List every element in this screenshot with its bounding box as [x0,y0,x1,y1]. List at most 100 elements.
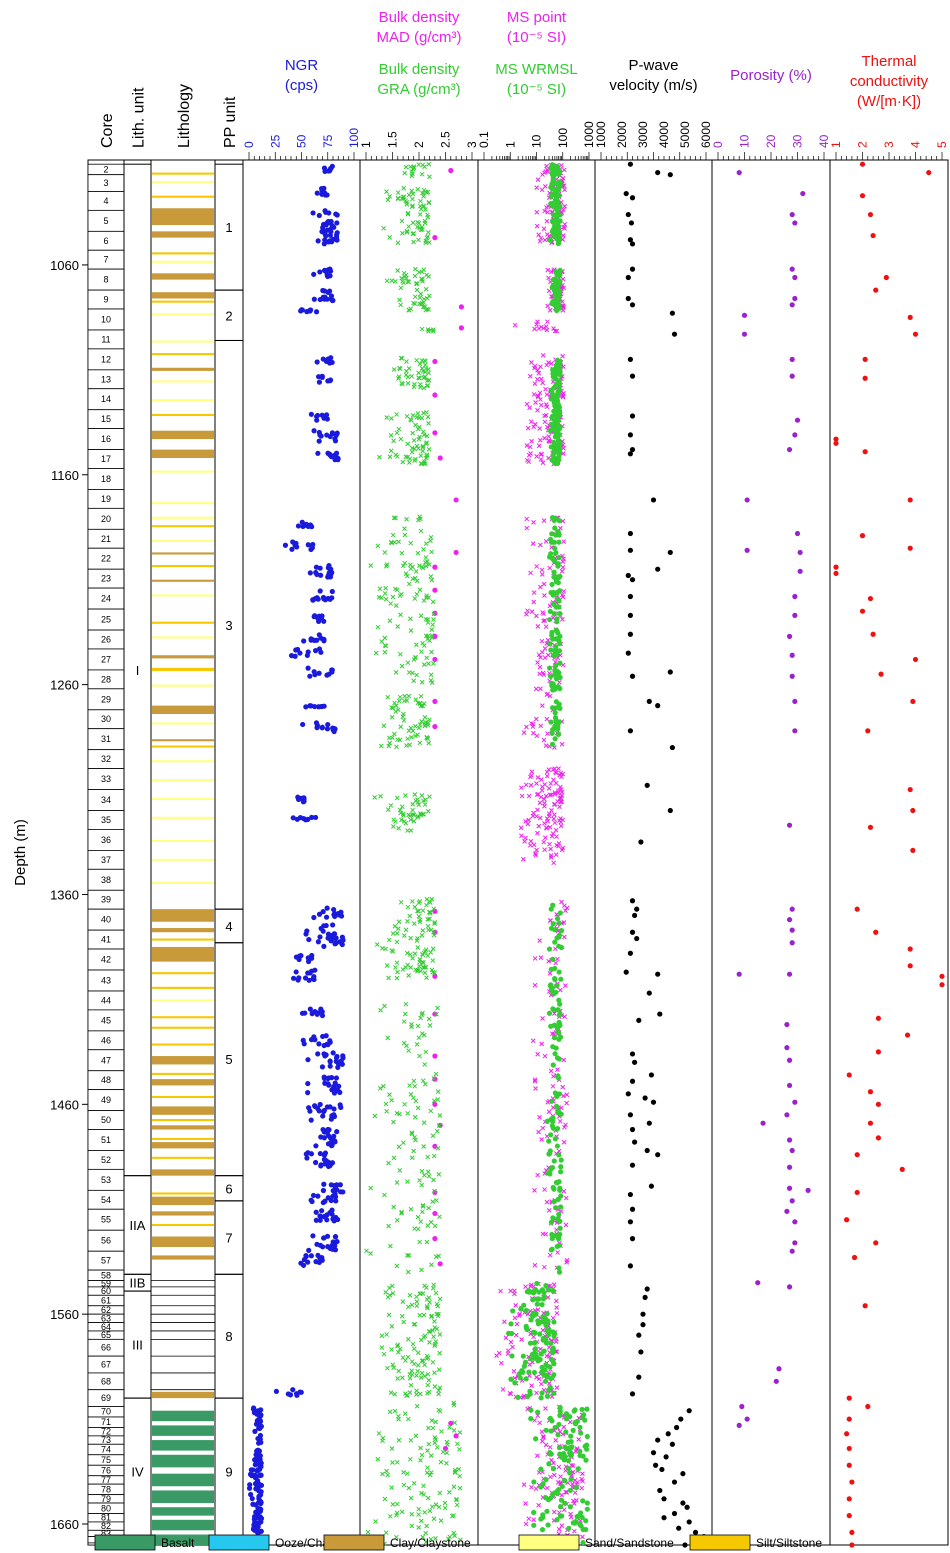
x-tick-label-ms: 10 [530,134,544,148]
data-point [249,1472,255,1478]
data-point [331,1106,337,1112]
data-point [553,960,559,966]
data-point [573,1519,579,1525]
core-label: 60 [101,1286,111,1296]
data-point [784,1112,790,1118]
data-point [426,447,432,452]
core-label: 63 [101,1313,111,1323]
data-point [331,906,337,913]
data-point [545,1318,551,1324]
data-point [547,970,553,976]
data-point [294,1392,300,1398]
data-point [789,652,795,658]
data-point [632,1139,638,1145]
data-point [317,296,323,303]
data-point [550,956,556,962]
data-point [424,655,430,661]
data-point [523,835,528,841]
data-point [634,935,640,942]
data-point [875,1101,882,1107]
data-point [530,541,536,547]
data-point [406,1048,411,1053]
data-point [538,324,544,330]
data-point [321,943,327,949]
data-point [547,665,553,671]
x-tick-label-pwave: 1000 [594,121,608,148]
data-point [557,368,563,374]
data-point [789,927,795,933]
data-point [551,1198,557,1204]
core-label: 38 [101,875,111,885]
data-point [395,190,401,195]
data-point [537,1420,543,1426]
data-point [554,1385,560,1390]
data-point [375,624,381,630]
data-point [394,1180,400,1185]
data-point [561,588,567,594]
data-point [417,563,422,568]
lithology-interval [152,745,214,748]
data-point [295,523,302,529]
data-point [397,694,403,700]
data-point [907,963,913,969]
data-point [312,613,318,619]
data-point [417,1178,422,1183]
data-point [418,291,424,297]
data-point [566,1447,573,1453]
data-point [307,1006,313,1012]
panel-title-pwave: P-wave [628,57,678,74]
data-point [426,1377,432,1383]
data-point [310,1192,317,1199]
lithology-interval [152,1142,214,1149]
data-point [453,549,459,556]
data-point [394,1263,400,1269]
data-point [541,1435,546,1440]
core-label: 79 [101,1494,111,1504]
data-point [544,392,550,397]
data-point [408,1206,414,1212]
data-point [849,1529,855,1536]
data-point [395,624,401,629]
data-point [556,969,562,975]
x-tick-label-ngr: 0 [242,141,256,148]
data-point [418,1518,424,1524]
data-point [422,1509,428,1515]
data-point [305,1150,311,1156]
data-point [382,1003,387,1009]
core-label: 32 [101,754,111,764]
data-point [408,817,414,823]
data-point [420,190,425,196]
core-label: 30 [101,714,111,724]
data-point [736,971,742,977]
data-point [299,519,305,525]
data-point [540,1314,546,1320]
data-point [523,1284,528,1290]
data-point [391,1155,397,1161]
data-point [556,997,562,1003]
data-point [253,1486,259,1492]
data-point [319,191,325,197]
data-point [557,1034,564,1040]
data-point [424,595,429,600]
data-point [388,803,394,808]
data-point [531,1517,537,1523]
data-point [627,161,634,167]
data-point [667,172,673,178]
data-point [421,375,427,381]
data-point [253,1502,259,1508]
data-point [257,1453,263,1459]
data-point [508,1339,514,1345]
data-point [315,1105,321,1112]
data-point [577,1521,583,1527]
data-point [644,782,650,788]
core-label: 58 [101,1270,111,1280]
data-point [303,1253,309,1260]
data-point [399,380,405,386]
core-header: Core [99,113,116,148]
series-porosity-porosity [736,169,811,1428]
data-point [786,1137,793,1143]
core-label: 65 [101,1330,111,1340]
data-point [458,325,464,331]
data-point [419,1168,425,1174]
